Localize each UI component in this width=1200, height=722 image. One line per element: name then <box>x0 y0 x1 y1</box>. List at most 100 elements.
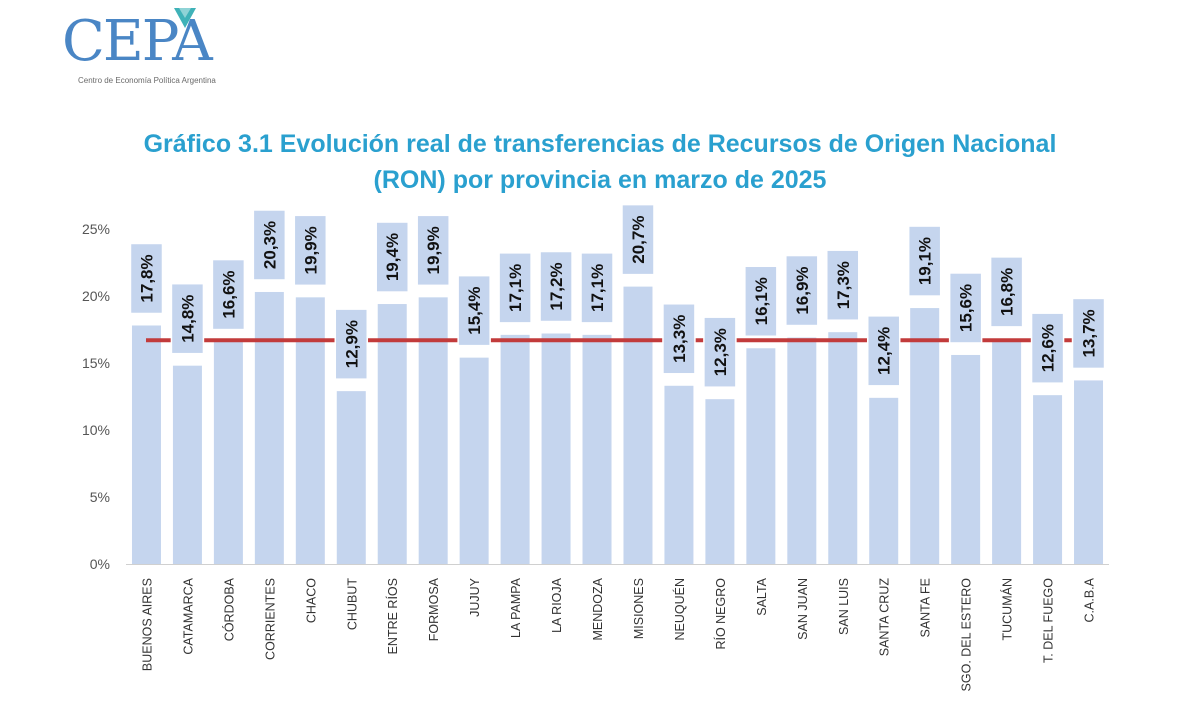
value-label: 16,6% <box>219 270 238 318</box>
x-tick-label: BUENOS AIRES <box>140 578 154 671</box>
x-tick-label: MISIONES <box>632 578 646 639</box>
value-label-box <box>1030 312 1065 384</box>
x-tick-label: SANTA FE <box>919 578 933 638</box>
x-tick-label: CORRIENTES <box>263 578 277 660</box>
value-label-box <box>989 256 1024 328</box>
bar <box>172 365 202 564</box>
value-label: 13,3% <box>670 315 689 363</box>
value-label: 17,3% <box>834 261 853 309</box>
chart-title: Gráfico 3.1 Evolución real de transferen… <box>0 126 1200 198</box>
value-label-box <box>293 214 328 287</box>
x-tick-label: CATAMARCA <box>181 577 195 654</box>
x-tick-label: JUJUY <box>468 577 482 617</box>
x-tick-label: NEUQUÉN <box>672 578 687 641</box>
value-label: 20,7% <box>629 216 648 264</box>
value-label: 19,9% <box>301 226 320 274</box>
value-label-box <box>252 209 287 281</box>
x-tick-label: SANTA CRUZ <box>878 578 892 657</box>
value-label-box <box>703 316 737 388</box>
x-tick-label: MENDOZA <box>591 577 605 640</box>
x-tick-label: SGO. DEL ESTERO <box>960 578 974 692</box>
bar <box>1074 380 1104 564</box>
bar <box>664 385 694 564</box>
x-tick-label: CHACO <box>304 578 318 623</box>
bar <box>705 399 735 564</box>
value-label-box <box>948 272 983 344</box>
value-label-box <box>129 242 164 315</box>
value-label-box <box>211 258 246 331</box>
value-label-box <box>170 282 205 355</box>
value-label: 19,4% <box>383 233 402 281</box>
value-label: 17,1% <box>506 264 525 312</box>
bar <box>910 308 940 564</box>
value-label-box <box>662 303 696 375</box>
bar <box>746 348 776 564</box>
bar <box>213 341 243 564</box>
bar <box>787 337 817 564</box>
bar <box>459 357 489 564</box>
value-label: 12,6% <box>1039 324 1058 372</box>
value-label-box <box>785 254 819 327</box>
value-label-box <box>457 274 491 347</box>
value-label: 15,6% <box>957 284 976 332</box>
value-label: 14,8% <box>178 295 197 343</box>
cepa-logo: CEPA Centro de Economía Política Argenti… <box>62 6 232 90</box>
y-tick-label: 15% <box>82 355 110 371</box>
y-tick-label: 0% <box>90 556 110 572</box>
bar <box>1033 395 1063 564</box>
value-label: 17,8% <box>137 254 156 302</box>
x-tick-label: SALTA <box>755 577 769 615</box>
y-tick-label: 20% <box>82 288 110 304</box>
x-tick-label: CÓRDOBA <box>221 577 236 641</box>
value-label: 17,1% <box>588 264 607 312</box>
value-label-box <box>907 225 942 297</box>
value-label: 19,9% <box>424 226 443 274</box>
value-label: 19,1% <box>916 237 935 285</box>
value-label-box <box>866 315 901 387</box>
x-tick-label: CHUBUT <box>345 578 359 630</box>
bar <box>828 332 858 564</box>
bar <box>541 333 571 564</box>
value-label-box <box>744 265 778 338</box>
bar <box>992 338 1022 564</box>
bar <box>418 297 448 564</box>
logo-diamond-icon <box>174 8 196 28</box>
value-label-box <box>826 249 860 321</box>
bar <box>336 391 366 564</box>
bar <box>869 397 899 564</box>
bar <box>377 304 407 564</box>
value-label-box <box>539 250 573 323</box>
x-tick-label: ENTRE RÍOS <box>385 578 400 654</box>
value-label: 16,8% <box>998 268 1017 316</box>
bar <box>951 354 981 564</box>
value-label: 15,4% <box>465 287 484 335</box>
y-tick-label: 10% <box>82 422 110 438</box>
bar <box>254 291 284 564</box>
bar <box>131 325 161 564</box>
value-label-box <box>621 203 655 276</box>
value-label-box <box>416 214 450 287</box>
x-tick-label: T. DEL FUEGO <box>1042 578 1056 663</box>
x-tick-label: SAN JUAN <box>796 578 810 640</box>
x-tick-label: LA PAMPA <box>509 577 523 638</box>
value-label: 13,7% <box>1080 309 1099 357</box>
value-label: 16,1% <box>752 277 771 325</box>
chart-title-line-2: (RON) por provincia en marzo de 2025 <box>373 166 827 194</box>
value-label-box <box>1071 297 1106 370</box>
bar <box>500 334 530 564</box>
logo-subtitle: Centro de Economía Política Argentina <box>78 76 216 85</box>
chart-title-line-1: Gráfico 3.1 Evolución real de transferen… <box>143 130 1057 158</box>
value-label: 16,9% <box>793 266 812 314</box>
value-label: 12,9% <box>342 320 361 368</box>
y-tick-label: 25% <box>82 221 110 237</box>
value-label: 20,3% <box>260 221 279 269</box>
bar <box>623 286 653 564</box>
value-label-box <box>498 252 532 324</box>
value-label-box <box>334 308 369 380</box>
x-tick-label: C.A.B.A <box>1083 577 1097 622</box>
value-label: 12,4% <box>875 327 894 375</box>
bar <box>295 297 325 564</box>
value-label: 17,2% <box>547 262 566 310</box>
x-tick-label: RÍO NEGRO <box>713 578 728 650</box>
